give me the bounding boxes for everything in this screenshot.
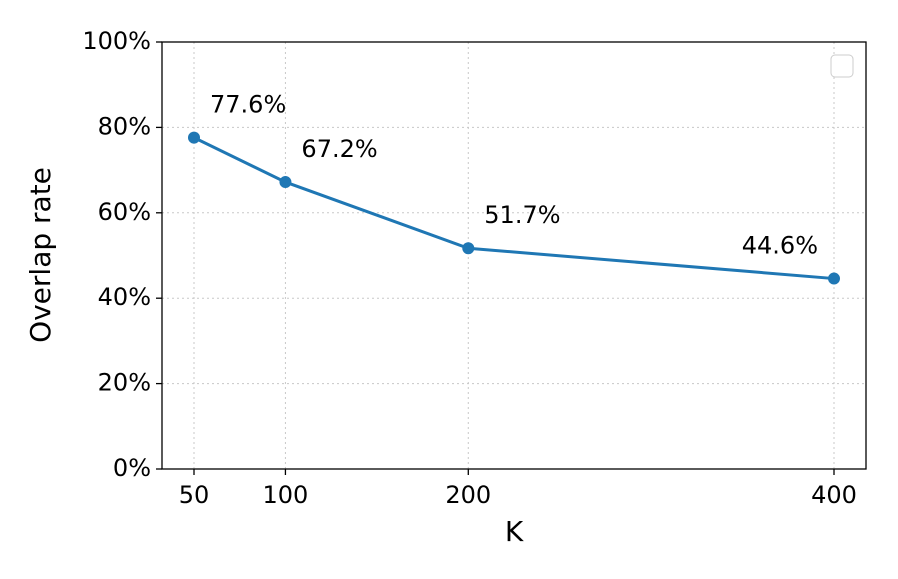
grid [162, 41, 866, 470]
marker [828, 272, 840, 285]
y-tick-label: 80% [98, 112, 151, 140]
data-label: 51.7% [484, 201, 560, 229]
marker [188, 131, 200, 144]
x-axis-label: K [505, 515, 524, 548]
x-tick-label: 50 [179, 481, 210, 509]
data-label: 44.6% [742, 232, 818, 260]
x-tick-label: 200 [445, 481, 491, 509]
line [193, 136, 835, 281]
x-tick-label: 400 [811, 481, 857, 509]
marker [462, 242, 475, 255]
legend-box [830, 54, 854, 78]
plot-frame [161, 41, 867, 470]
x-tick-label: 100 [263, 481, 309, 509]
y-tick-label: 100% [82, 27, 151, 55]
data-label: 77.6% [210, 91, 286, 119]
y-tick-label: 60% [98, 198, 151, 226]
y-tick-label: 0% [113, 454, 151, 482]
data-label: 67.2% [301, 135, 377, 163]
y-axis-label: Overlap rate [24, 167, 57, 343]
marker [279, 176, 292, 189]
y-tick-label: 20% [98, 369, 151, 397]
y-tick-label: 40% [98, 283, 151, 311]
